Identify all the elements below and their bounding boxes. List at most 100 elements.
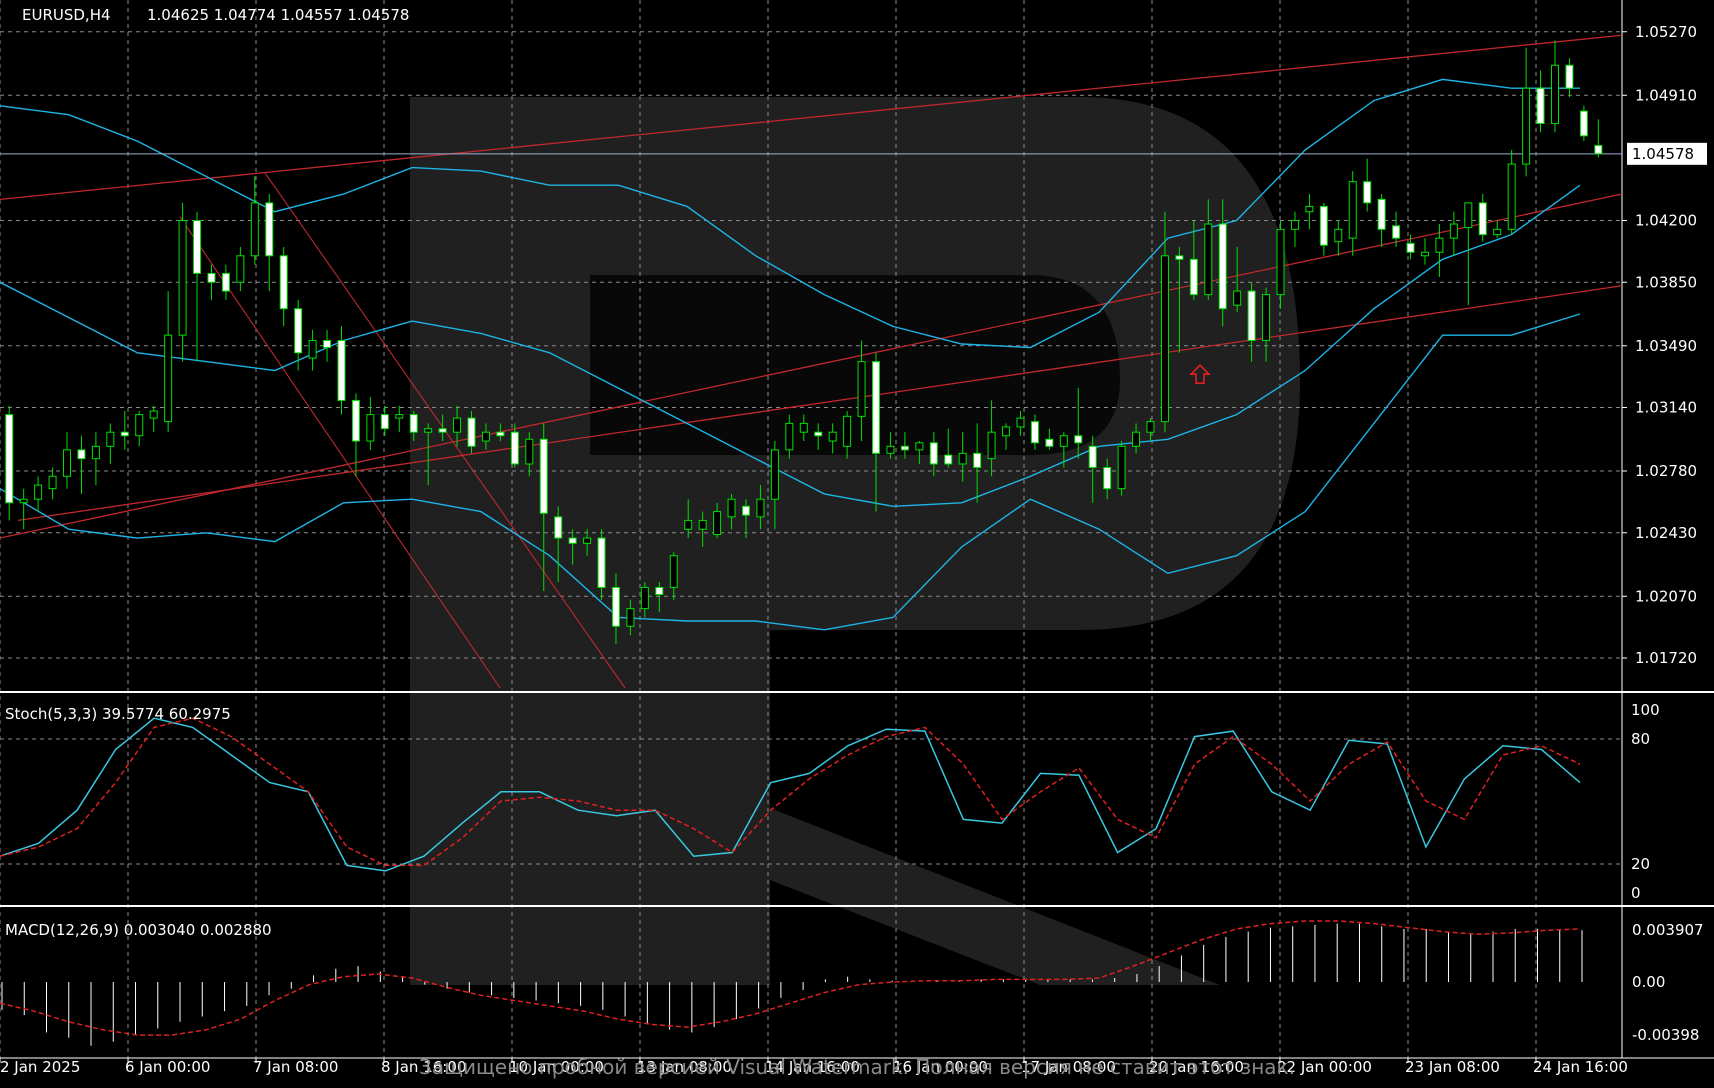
candle-body	[1334, 228, 1343, 243]
candle-body	[539, 438, 548, 514]
candle-body	[1392, 225, 1401, 239]
candle-body	[1522, 87, 1531, 165]
candle-body	[727, 498, 736, 518]
candle-body	[1276, 228, 1285, 296]
time-tick-label: 23 Jan 08:00	[1405, 1058, 1500, 1076]
time-tick-label: 10 Jan 00:00	[509, 1058, 604, 1076]
candle-body	[568, 537, 577, 544]
price-tick-label: 1.03490	[1635, 337, 1697, 355]
stoch-signal-line	[0, 717, 1581, 867]
chart-grid	[0, 0, 1714, 1059]
candle-body	[424, 428, 433, 433]
bollinger-upper	[0, 78, 1580, 349]
ohlc-label: 1.04625 1.04774 1.04557 1.04578	[147, 6, 409, 24]
candle-body	[1132, 431, 1141, 447]
channel-line-middle	[0, 193, 1623, 539]
candle-body	[626, 608, 635, 627]
candle-body	[1290, 220, 1299, 230]
candle-body	[1160, 255, 1169, 423]
candle-body	[221, 272, 230, 292]
candle-body	[1536, 87, 1545, 124]
candle-body	[1002, 426, 1011, 437]
macd-tick-label: 0.003907	[1632, 921, 1704, 939]
candle-body	[149, 410, 158, 419]
channel-line-upper	[0, 34, 1623, 200]
channel-line-lower	[17, 285, 1623, 522]
price-tick-label: 1.02780	[1635, 462, 1697, 480]
bollinger-lower	[0, 313, 1581, 631]
price-tick-label: 1.02070	[1635, 587, 1697, 605]
candle-body	[554, 516, 563, 539]
candle-body	[698, 519, 707, 530]
candle-body	[583, 537, 592, 544]
time-tick-label: 14 Jan 16:00	[765, 1058, 860, 1076]
time-tick-label: 8 Jan 16:00	[381, 1058, 466, 1076]
candle-body	[1305, 205, 1314, 213]
rf-logo-watermark	[410, 97, 1300, 985]
price-tick-label: 1.02430	[1635, 524, 1697, 542]
candle-body	[713, 511, 722, 536]
candle-body	[1045, 438, 1054, 447]
stochastic-pane	[0, 717, 1581, 872]
candle-body	[1218, 223, 1227, 310]
candle-body	[770, 449, 779, 500]
bollinger-middle	[0, 184, 1581, 508]
candle-body	[236, 255, 245, 283]
candle-body	[77, 449, 86, 460]
candle-body	[785, 422, 794, 451]
candle-body	[510, 431, 519, 465]
candle-body	[1348, 181, 1357, 239]
candle-body	[323, 339, 332, 349]
stoch-tick-label: 80	[1631, 730, 1650, 748]
macd-pane	[0, 920, 1583, 1046]
candle-body	[1146, 421, 1155, 433]
candle-body	[1594, 145, 1603, 155]
macd-title: MACD(12,26,9) 0.003040 0.002880	[5, 921, 272, 939]
candle-body	[655, 586, 664, 596]
time-tick-label: 2 Jan 2025	[0, 1058, 80, 1076]
candle-body	[1565, 64, 1574, 89]
price-tick-label: 1.04200	[1635, 212, 1697, 230]
candle-body	[987, 431, 996, 460]
candle-body	[395, 414, 404, 419]
candle-body	[684, 519, 693, 530]
candle-body	[496, 431, 505, 437]
candle-body	[958, 452, 967, 465]
candle-body	[1074, 435, 1083, 444]
candle-body	[1449, 223, 1458, 239]
candle-body	[1406, 242, 1415, 253]
current-price-box	[1627, 142, 1707, 165]
time-tick-label: 13 Jan 08:00	[637, 1058, 732, 1076]
candle-body	[193, 220, 202, 274]
current-price-label: 1.04578	[1632, 145, 1694, 163]
stoch-main-line	[0, 717, 1581, 872]
candle-body	[106, 431, 115, 447]
candle-body	[279, 255, 288, 310]
candle-body	[872, 361, 881, 454]
candle-body	[250, 202, 259, 257]
candle-body	[756, 498, 765, 518]
candle-body	[1204, 223, 1213, 296]
time-tick-label: 20 Jan 16:00	[1149, 1058, 1244, 1076]
candle-body	[1507, 163, 1516, 230]
candle-body	[1363, 181, 1372, 204]
candle-body	[366, 414, 375, 442]
candle-body	[1233, 290, 1242, 306]
candle-body	[843, 415, 852, 447]
logo-inner	[590, 275, 1120, 455]
candle-body	[857, 361, 866, 417]
candle-body	[1059, 435, 1068, 447]
time-tick-label: 6 Jan 00:00	[125, 1058, 210, 1076]
candle-body	[481, 431, 490, 442]
falling-channel-line	[179, 216, 501, 689]
candle-body	[929, 442, 938, 465]
candle-body	[207, 272, 216, 283]
candle-body	[164, 334, 173, 423]
candle-body	[1478, 202, 1487, 236]
candle-body	[308, 339, 317, 359]
candle-body	[640, 586, 649, 610]
candle-body	[337, 339, 346, 401]
price-pane	[0, 34, 1623, 689]
candle-body	[5, 414, 14, 504]
time-tick-label: 24 Jan 16:00	[1533, 1058, 1628, 1076]
